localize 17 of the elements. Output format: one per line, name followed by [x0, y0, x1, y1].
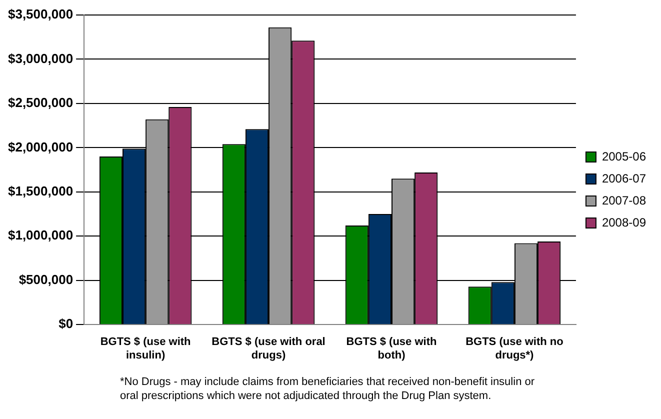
y-tick-label: $2,000,000: [8, 139, 74, 154]
y-tick-label: $0: [58, 316, 74, 332]
y-tick-label: $1,500,000: [8, 183, 74, 198]
x-tick-label: BGTS $ (use with insulin): [100, 336, 192, 362]
text: *No Drugs - may include claims from beneficiaries that received non-benefit insulin or oral prescriptions which were not adjudicated through the Drug Plan system.: [120, 375, 536, 403]
y-tick-label: $500,000: [18, 272, 74, 287]
legend-label: 2007-08: [602, 193, 646, 208]
legend-label: 2005-06: [602, 149, 646, 164]
x-tick-label: BGTS $ (use with oral drugs): [212, 336, 326, 362]
legend-label: 2008-09: [602, 215, 646, 230]
y-tick-label: $3,500,000: [8, 6, 74, 22]
x-tick-label: BGTS (use with no drugs*): [466, 336, 564, 362]
legend-label: 2006-07: [602, 171, 646, 186]
y-tick-label: $2,500,000: [8, 95, 74, 110]
y-tick-label: $1,000,000: [8, 228, 74, 243]
y-tick-label: $3,000,000: [8, 50, 74, 66]
x-tick-label: BGTS $ (use with both): [346, 336, 437, 362]
